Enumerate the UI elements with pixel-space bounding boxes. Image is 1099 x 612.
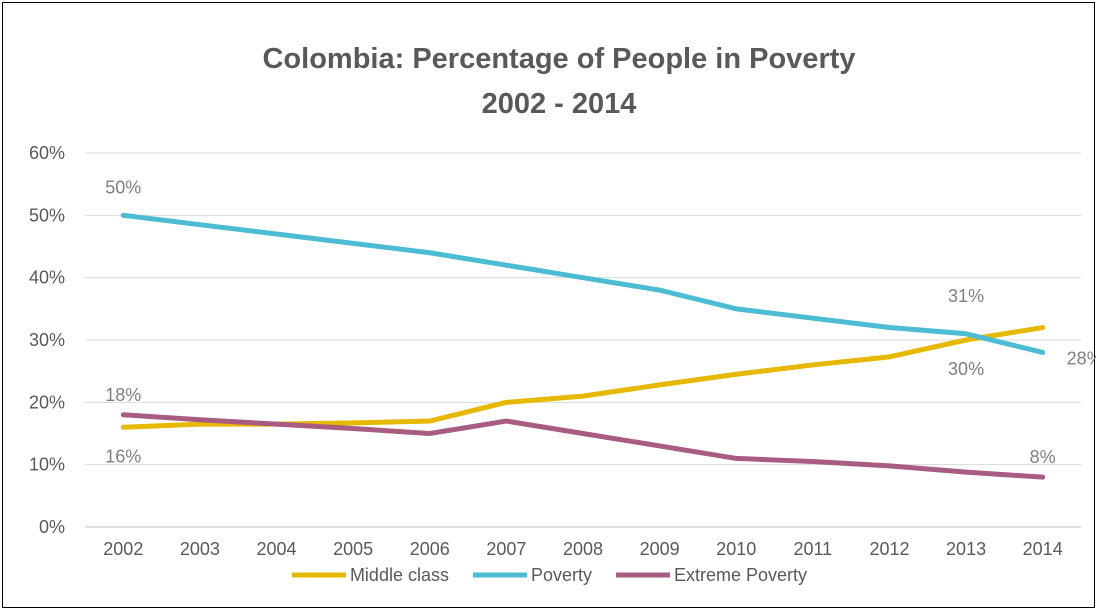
series-line-middle-class [120, 325, 1046, 430]
x-tick-label: 2012 [869, 539, 909, 559]
x-tick-label: 2011 [793, 539, 832, 559]
data-label-poverty: 50% [105, 177, 141, 197]
y-tick-label: 50% [29, 205, 65, 225]
x-tick-label: 2004 [257, 539, 297, 559]
x-tick-label: 2008 [563, 539, 603, 559]
chart-title-line-1: Colombia: Percentage of People in Povert… [262, 43, 855, 75]
x-tick-label: 2006 [410, 539, 450, 559]
chart-title-line-2: 2002 - 2014 [482, 88, 637, 120]
series-line-extreme-poverty [120, 412, 1046, 480]
y-tick-label: 20% [29, 392, 65, 412]
data-label-poverty: 31% [948, 286, 984, 306]
data-labels: 16% 30% 50% 31% 28% 18% 8% [105, 177, 1096, 467]
y-tick-label: 60% [29, 143, 65, 163]
legend: Middle class Poverty Extreme Poverty [291, 565, 807, 585]
legend-label-poverty: Poverty [531, 565, 592, 585]
x-tick-label: 2009 [640, 539, 680, 559]
data-label-middle-class: 16% [105, 446, 141, 466]
x-tick-label: 2014 [1023, 539, 1063, 559]
data-label-extreme-poverty: 8% [1030, 447, 1056, 467]
y-tick-label: 10% [29, 455, 65, 475]
series-line-poverty [120, 212, 1046, 355]
y-tick-label: 0% [39, 517, 65, 537]
x-tick-label: 2002 [103, 539, 143, 559]
x-tick-label: 2010 [716, 539, 756, 559]
x-tick-label: 2005 [333, 539, 373, 559]
x-tick-label: 2003 [180, 539, 220, 559]
x-tick-label: 2013 [946, 539, 986, 559]
legend-label-middle-class: Middle class [350, 565, 449, 585]
y-tick-label: 40% [29, 268, 65, 288]
x-tick-label: 2007 [486, 539, 526, 559]
chart-canvas: Colombia: Percentage of People in Povert… [29, 43, 1096, 585]
data-label-extreme-poverty: 18% [105, 385, 141, 405]
y-axis-tick-labels: 0% 10% 20% 30% 40% 50% 60% [29, 143, 65, 537]
series-lines [120, 212, 1046, 480]
data-label-middle-class: 30% [948, 359, 984, 379]
data-label-poverty: 28% [1067, 348, 1096, 368]
x-axis-tick-labels: 2002 2003 2004 2005 2006 2007 2008 2009 2010 2011… [103, 539, 1062, 559]
y-tick-label: 30% [29, 330, 65, 350]
legend-label-extreme-poverty: Extreme Poverty [674, 565, 807, 585]
